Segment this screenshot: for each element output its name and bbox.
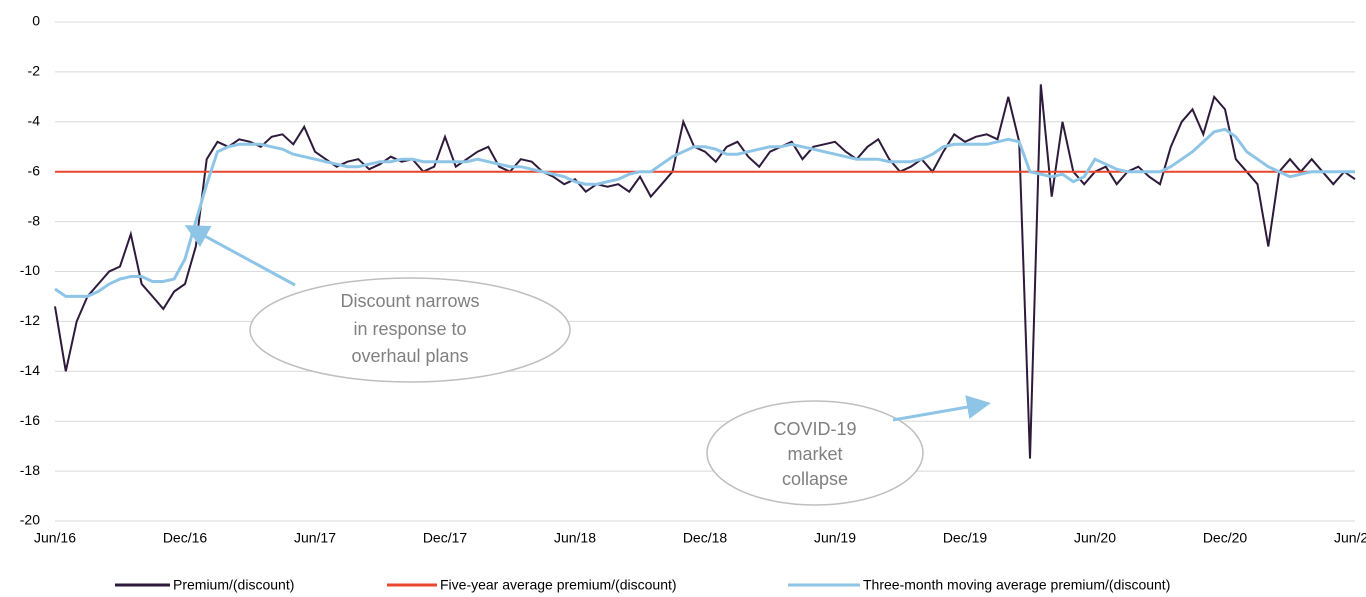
y-tick-label: 0	[32, 13, 40, 29]
x-tick-label: Jun/17	[294, 530, 336, 546]
x-tick-label: Dec/20	[1203, 530, 1248, 546]
annotation-text: market	[787, 444, 842, 464]
y-tick-label: -8	[28, 212, 41, 228]
y-tick-label: -12	[20, 312, 40, 328]
y-tick-label: -10	[20, 262, 40, 278]
annotation-text: collapse	[782, 469, 848, 489]
y-tick-label: -18	[20, 462, 40, 478]
y-tick-label: -16	[20, 412, 40, 428]
x-tick-label: Jun/21	[1334, 530, 1366, 546]
x-tick-label: Jun/16	[34, 530, 76, 546]
annotation-text: in response to	[353, 319, 466, 339]
x-tick-label: Jun/18	[554, 530, 596, 546]
y-tick-label: -6	[28, 162, 41, 178]
annotation-arrow	[184, 225, 296, 287]
annotation-arrow	[892, 395, 991, 422]
legend-label: Five-year average premium/(discount)	[440, 577, 677, 593]
x-tick-label: Dec/18	[683, 530, 728, 546]
legend-label: Three-month moving average premium/(disc…	[863, 577, 1170, 593]
legend-label: Premium/(discount)	[173, 577, 294, 593]
y-tick-label: -20	[20, 512, 40, 528]
y-tick-label: -14	[20, 362, 40, 378]
annotation-text: overhaul plans	[351, 346, 468, 366]
annotation-text: Discount narrows	[340, 291, 479, 311]
annotation-text: COVID-19	[773, 419, 856, 439]
y-tick-label: -2	[28, 63, 41, 79]
x-tick-label: Dec/17	[423, 530, 468, 546]
x-tick-label: Jun/20	[1074, 530, 1116, 546]
x-tick-label: Dec/16	[163, 530, 208, 546]
annotation-ellipse	[249, 277, 571, 383]
series-line	[54, 127, 1355, 298]
series-line	[54, 84, 1356, 459]
annotation-ellipse	[706, 400, 924, 506]
y-tick-label: -4	[28, 113, 41, 129]
x-tick-label: Jun/19	[814, 530, 856, 546]
x-tick-label: Dec/19	[943, 530, 988, 546]
